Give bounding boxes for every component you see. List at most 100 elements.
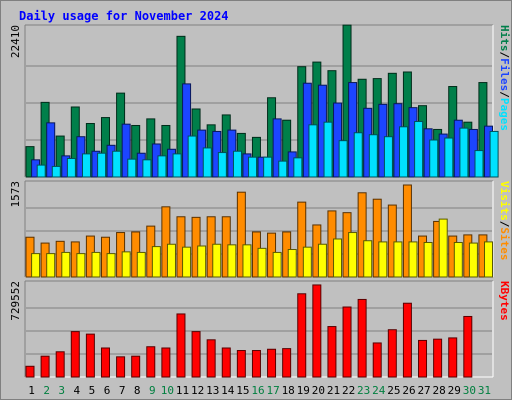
bar-files-22 (348, 82, 358, 178)
x-tick-label-19: 19 (297, 384, 310, 397)
bar-visits-11 (182, 246, 192, 278)
bar-pages-16 (263, 156, 273, 178)
bar-visits-21 (333, 238, 343, 278)
bar-visits-13 (212, 243, 222, 278)
x-tick-label-30: 30 (463, 384, 476, 397)
bar-pages-22 (353, 132, 363, 178)
bar-pages-12 (202, 147, 212, 178)
bar-pages-30 (474, 150, 484, 178)
bar-pages-14 (232, 150, 242, 178)
bar-files-7 (121, 123, 131, 178)
bar-kbytes-10 (161, 347, 171, 378)
bar-visits-6 (106, 253, 116, 278)
bar-kbytes-6 (100, 347, 110, 378)
x-tick-label-12: 12 (191, 384, 204, 397)
bar-pages-27 (429, 139, 439, 178)
bar-visits-30 (468, 242, 478, 278)
bar-pages-6 (112, 150, 122, 178)
bar-kbytes-17 (267, 348, 277, 378)
x-tick-label-21: 21 (327, 384, 340, 397)
x-tick-label-5: 5 (89, 384, 96, 397)
bar-visits-10 (166, 243, 176, 278)
bar-visits-27 (423, 241, 433, 278)
bar-files-21 (333, 102, 343, 178)
x-tick-label-10: 10 (161, 384, 174, 397)
bar-visits-18 (287, 249, 297, 278)
bar-files-17 (272, 118, 282, 178)
bar-sites-15 (236, 191, 246, 278)
bar-sites-23 (357, 192, 367, 278)
bar-visits-19 (302, 246, 312, 278)
bar-visits-2 (46, 253, 56, 278)
bar-visits-26 (408, 241, 418, 278)
bar-visits-25 (393, 241, 403, 278)
bar-pages-15 (248, 156, 258, 178)
panel-2-series-label: Visits/Sites (498, 181, 511, 261)
bar-kbytes-11 (176, 313, 186, 378)
bar-kbytes-28 (433, 338, 443, 378)
bar-pages-2 (51, 165, 61, 178)
bar-kbytes-20 (312, 284, 322, 378)
bar-pages-1 (36, 164, 46, 178)
bar-pages-13 (217, 152, 227, 178)
x-tick-label-28: 28 (433, 384, 446, 397)
x-tick-label-31: 31 (478, 384, 491, 397)
bar-pages-4 (81, 153, 91, 178)
x-tick-label-1: 1 (28, 384, 35, 397)
bar-kbytes-29 (448, 337, 458, 378)
x-tick-label-16: 16 (251, 384, 264, 397)
legend-pages: Pages (498, 98, 511, 131)
bar-kbytes-9 (146, 346, 156, 378)
panel-1-series-label: Hits/Files/Pages (498, 25, 511, 131)
bar-kbytes-15 (236, 350, 246, 378)
panel-3-ymax-label: 729552 (9, 281, 22, 321)
bar-pages-26 (414, 121, 424, 178)
x-tick-label-14: 14 (221, 384, 235, 397)
bar-kbytes-5 (85, 333, 95, 378)
bar-files-11 (182, 83, 192, 178)
bar-kbytes-1 (25, 365, 35, 378)
x-tick-label-25: 25 (387, 384, 400, 397)
bar-sites-19 (297, 201, 307, 278)
bar-kbytes-24 (372, 342, 382, 378)
bar-kbytes-4 (70, 331, 80, 378)
bar-visits-23 (363, 240, 373, 278)
x-tick-label-9: 9 (149, 384, 156, 397)
legend-separator: / (498, 52, 511, 59)
bar-pages-31 (489, 130, 499, 178)
bar-kbytes-19 (297, 293, 307, 378)
bar-kbytes-2 (40, 355, 50, 378)
x-tick-label-15: 15 (236, 384, 249, 397)
legend-sites: Sites (498, 227, 511, 260)
bar-visits-20 (317, 243, 327, 278)
bar-visits-15 (242, 244, 252, 278)
x-tick-label-23: 23 (357, 384, 370, 397)
legend-separator: / (498, 221, 511, 228)
bar-kbytes-7 (116, 356, 126, 378)
bar-pages-5 (97, 152, 107, 178)
panel-1-ymax-label: 22410 (9, 25, 22, 58)
bar-visits-31 (484, 241, 494, 278)
x-tick-label-17: 17 (266, 384, 279, 397)
bar-pages-29 (459, 127, 469, 178)
bar-kbytes-13 (206, 339, 216, 378)
x-tick-label-6: 6 (104, 384, 111, 397)
bar-visits-14 (227, 244, 237, 278)
bar-kbytes-23 (357, 298, 367, 378)
bar-pages-21 (338, 140, 348, 178)
bar-pages-11 (187, 135, 197, 178)
x-tick-label-18: 18 (282, 384, 295, 397)
legend-hits: Hits (498, 25, 511, 52)
panel-3-series-label: KBytes (498, 281, 511, 321)
bar-pages-10 (172, 153, 182, 178)
bar-files-2 (46, 122, 56, 178)
bar-sites-10 (161, 206, 171, 278)
x-tick-label-11: 11 (176, 384, 189, 397)
x-tick-label-27: 27 (417, 384, 430, 397)
legend-separator: / (498, 91, 511, 98)
bar-kbytes-21 (327, 326, 337, 378)
bar-kbytes-14 (221, 347, 231, 378)
bar-visits-4 (76, 253, 86, 278)
x-tick-label-26: 26 (402, 384, 415, 397)
